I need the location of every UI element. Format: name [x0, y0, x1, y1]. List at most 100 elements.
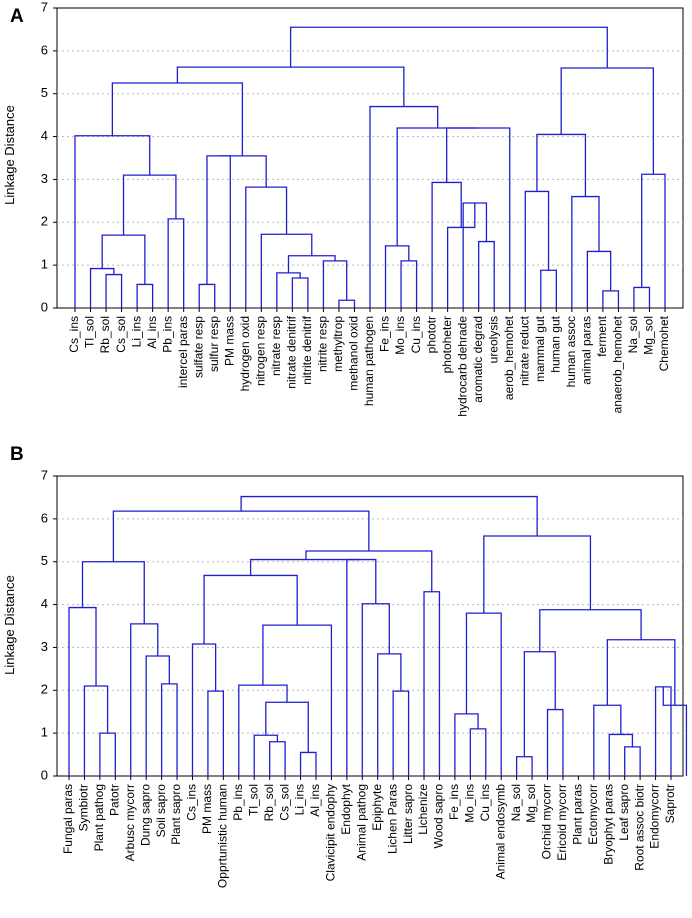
panel-a-leaf-label: human pathogen	[362, 316, 376, 406]
panel-b-cluster-link	[539, 609, 642, 652]
panel-b-leaf-label: Lichen Paras	[385, 784, 399, 854]
panel-a-cluster-link	[136, 283, 154, 308]
panel-a-leaf-label: aerob_hemohet	[502, 315, 516, 400]
panel-a-leaf-label: mammal gut	[533, 315, 547, 382]
panel-a-leaf-label: anaerob_hemohet	[611, 315, 625, 413]
panel-b-cluster-link	[606, 639, 676, 706]
panel-b-cluster-link	[546, 708, 564, 776]
panel-a-leaf-label: hydrogen oxid	[238, 316, 252, 391]
panel-b-cluster-link	[249, 558, 362, 576]
panel-b-cluster-link	[83, 685, 109, 776]
panel-a-leaf-label: sulfate resp	[191, 316, 205, 378]
panel-a-cluster-link	[260, 233, 313, 308]
panel-a-leaf-label: hydrocarb dehrade	[455, 316, 469, 417]
panel-a-leaf-label: Tl_sol	[83, 316, 97, 348]
panel-a-leaf-label: nitrogen resp	[253, 316, 267, 386]
panel-a-cluster-link	[536, 133, 587, 197]
panel-a-leaf-label: human gut	[548, 315, 562, 372]
panel-b-y-tick-label: 5	[41, 553, 48, 568]
panel-a-y-tick-label: 6	[41, 42, 48, 57]
panel-a-cluster-link	[291, 277, 309, 308]
panel-b-cluster-link	[191, 643, 217, 776]
panel-b-leaf-label: Pb_ins	[231, 784, 245, 821]
panel-b-leaf-label: Wood sapro	[432, 784, 446, 849]
panel-b-y-tick-label: 2	[41, 682, 48, 697]
panel-a-cluster-link	[560, 67, 655, 175]
panel-a-leaf-label: methanol oxid	[347, 316, 361, 391]
panel-a-y-tick-label: 3	[41, 171, 48, 186]
panel-a-cluster-link	[400, 260, 418, 308]
panel-b-cluster-link	[361, 603, 390, 776]
panel-a-leaf-label: Cu_ins	[409, 316, 423, 353]
panel-a-cluster-link	[446, 203, 476, 308]
panel-b-leaf-label: Saprotr	[663, 784, 677, 823]
panel-a-y-tick-label: 0	[41, 299, 48, 314]
panel-b-leaf-label: Plant sapro	[169, 784, 183, 845]
panel-b-leaf-label: Mo_ins	[463, 784, 477, 823]
panel-b-cluster-link	[262, 624, 333, 776]
panel-a-cluster-link	[524, 190, 550, 308]
panel-b-cluster-link	[81, 561, 145, 624]
panel-b-leaf-label: Leaf sapro	[617, 784, 631, 841]
panel-a-cluster-link	[167, 218, 185, 308]
panel-a-leaf-label: Cs_ins	[67, 316, 81, 353]
panel-a-leaf-label: Mo_ins	[393, 316, 407, 355]
panel-b-cluster-link	[240, 495, 538, 536]
panel-a-y-tick-label: 4	[41, 128, 48, 143]
panel-b-cluster-link	[269, 741, 286, 776]
panel-b-leaf-label: Al_ins	[308, 784, 322, 817]
panel-b-cluster-link	[423, 591, 441, 776]
panel-a-cluster-link	[206, 155, 231, 308]
panel-b-cluster-link	[265, 701, 309, 753]
panel-b-leaf-label: Cu_ins	[478, 784, 492, 821]
panel-b-cluster-link	[469, 728, 487, 776]
panel-b-leaf-label: Li_ins	[293, 784, 307, 815]
panel-a-cluster-link	[338, 299, 356, 308]
panel-a-leaf-label: nitrate reduct	[517, 315, 531, 386]
panel-a-leaf-label: nitrate denitrif	[285, 315, 299, 388]
panel-a-leaf-labels: Cs_ins Tl_sol Rb_sol Cs_sol Li_ins Al_ins Pb_i…	[67, 308, 671, 417]
panel-b-cluster-link	[515, 756, 533, 776]
panel-b-cluster-link	[203, 574, 298, 644]
panel-b-cluster-link	[130, 623, 159, 776]
panel-b-y-axis-label: Linkage Distance	[2, 575, 17, 675]
panel-a-leaf-label: nitrite denitrif	[300, 315, 314, 384]
panel-b-leaf-label: Patotr	[107, 784, 121, 816]
panel-b-cluster-link	[68, 606, 97, 776]
panel-a-y-tick-label: 2	[41, 214, 48, 229]
panel-a-leaf-label: ureolysis	[486, 316, 500, 363]
panel-a-cluster-link	[571, 195, 600, 308]
panel-b-cluster-link	[624, 746, 641, 776]
panel-b-leaf-label: Epiphyte	[370, 784, 384, 831]
panel-b-cluster-link	[483, 535, 592, 614]
panel-b-cluster-link	[346, 558, 377, 776]
panel-b-cluster-link	[253, 734, 279, 776]
panel-a-leaf-label: Fe_ins	[378, 316, 392, 352]
panel-a-leaf-label: Pb_ins	[160, 316, 174, 353]
panel-b-cluster-link	[662, 686, 688, 776]
panel-b-links	[68, 495, 688, 776]
panel-a-dendrogram: A Linkage Distance 0 1 2 3 4 5 6 7 Cs_ins Tl_sol…	[2, 0, 684, 417]
panel-a-links	[74, 26, 666, 308]
panel-b-leaf-label: Plant pathog	[92, 784, 106, 851]
panel-b-cluster-link	[593, 704, 622, 776]
panel-a-y-tick-label: 5	[41, 85, 48, 100]
panel-b-cluster-link	[392, 690, 410, 776]
panel-b-cluster-link	[160, 683, 178, 776]
panel-a-cluster-link	[396, 127, 479, 246]
panel-a-leaf-label: nitrate resp	[269, 316, 283, 376]
panel-b-leaf-label: Animal endosymb	[493, 784, 507, 880]
panel-b-leaf-label: Bryophyt paras	[601, 784, 615, 865]
panel-b-y-tick-label: 4	[41, 596, 48, 611]
panel-a-leaf-label: animal paras	[580, 316, 594, 385]
panel-b-cluster-link	[238, 684, 288, 776]
panel-a-cluster-link	[384, 245, 410, 308]
panel-b-cluster-link	[465, 612, 502, 776]
panel-b-leaf-label: Endomycorr	[648, 784, 662, 849]
panel-b-leaf-label: Tl_sol	[246, 784, 260, 816]
panel-b-leaf-label: Mg_sol	[524, 784, 538, 823]
panel-a-cluster-link	[122, 174, 177, 236]
panel-b-cluster-link	[377, 653, 402, 776]
panel-a-label: A	[10, 6, 24, 27]
panel-a-cluster-link	[641, 173, 666, 308]
